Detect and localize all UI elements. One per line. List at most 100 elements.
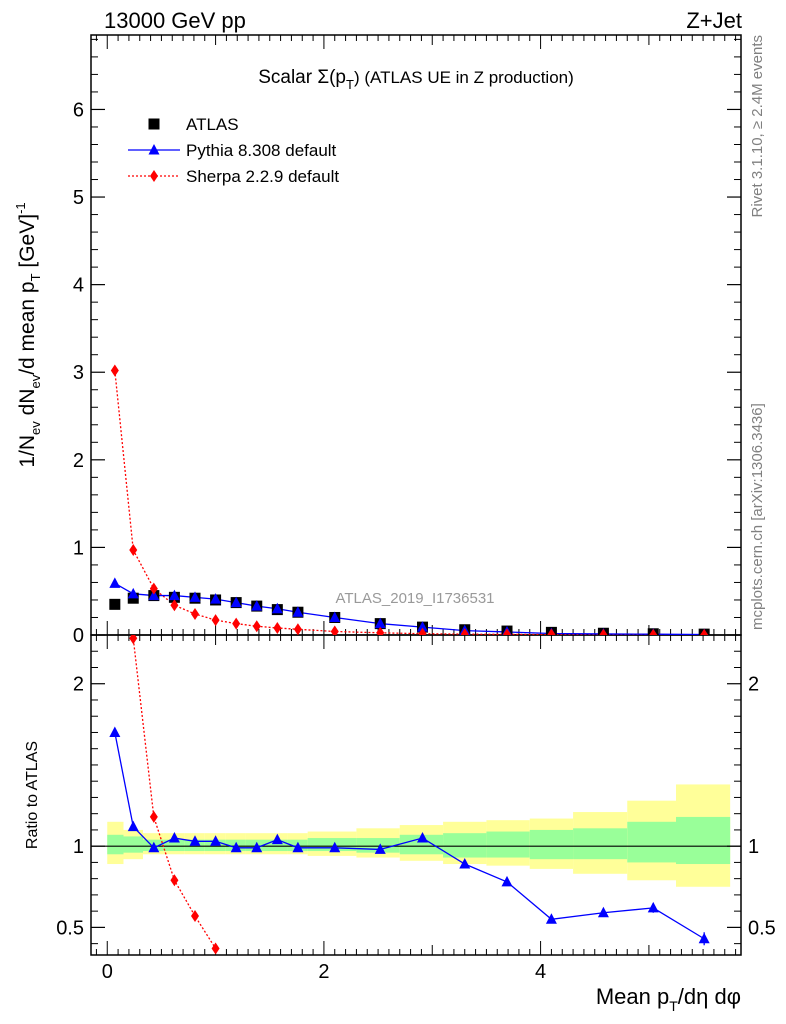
pythia-ratio-point <box>597 906 609 918</box>
ratio-y-axis-label: Ratio to ATLAS <box>24 741 41 849</box>
sherpa-point <box>191 607 199 620</box>
sherpa-point <box>547 628 556 635</box>
main-y-tick-label: 4 <box>73 275 84 297</box>
rivet-version-label: Rivet 3.1.10, ≥ 2.4M events <box>749 35 766 218</box>
pythia-ratio-point <box>148 841 160 853</box>
x-tick-label: 0 <box>102 961 113 983</box>
sherpa-point <box>232 617 241 630</box>
pythia-point <box>292 606 304 617</box>
pythia-point <box>251 600 263 611</box>
main-y-tick-label: 2 <box>73 450 84 472</box>
legend: ATLAS Pythia 8.308 default Sherpa 2.2.9 de… <box>128 115 339 186</box>
pythia-ratio-point <box>251 841 263 853</box>
legend-atlas-marker <box>148 118 160 130</box>
sherpa-point <box>700 628 709 635</box>
main-y-tick-label: 3 <box>73 362 84 384</box>
main-y-tick-label: 5 <box>73 187 84 209</box>
pythia-ratio-point <box>168 832 180 843</box>
pythia-ratio-point <box>459 858 471 869</box>
x-axis-label: Mean pT/dη dφ <box>596 984 741 1014</box>
pythia-point <box>417 621 428 632</box>
sherpa-ratio-point <box>129 635 138 645</box>
x-tick-label: 2 <box>318 961 329 983</box>
ratio-inner-band-bin <box>486 831 530 858</box>
pythia-point <box>109 577 121 588</box>
pythia-ratio-point <box>417 832 428 843</box>
sherpa-point <box>376 626 385 635</box>
ratio-inner-band-bin <box>123 836 143 853</box>
ratio-uncertainty-bands <box>91 784 741 887</box>
pythia-point <box>127 587 139 599</box>
pythia-ratio-point <box>292 841 304 853</box>
pythia-ratio-point <box>271 833 283 845</box>
pythia-point <box>230 596 242 608</box>
pythia-ratio-point <box>189 835 201 846</box>
ratio-series-layer <box>109 635 710 955</box>
legend-pythia-marker <box>148 144 160 155</box>
pythia-point <box>329 611 341 622</box>
legend-atlas-label: ATLAS <box>186 115 239 134</box>
legend-pythia-label: Pythia 8.308 default <box>186 141 337 160</box>
pythia-ratio-point <box>109 726 121 737</box>
pythia-point <box>374 617 386 629</box>
ratio-inner-band-bin <box>573 828 628 860</box>
atlas-data-point <box>109 598 121 610</box>
ratio-inner-band-bin <box>163 839 185 852</box>
header-process-label: Z+Jet <box>686 8 742 33</box>
pythia-point <box>148 589 160 601</box>
sherpa-point <box>211 614 220 627</box>
sherpa-point <box>649 628 658 635</box>
sherpa-point <box>129 544 138 557</box>
main-chart-title: Scalar Σ(pT) (ATLAS UE in Z production) <box>258 67 574 92</box>
sherpa-point <box>330 625 339 635</box>
ratio-inner-band-bin <box>529 829 574 860</box>
ratio-y-tick-label: 2 <box>73 674 84 696</box>
main-axes: 0 1 2 3 4 5 6 <box>73 35 741 647</box>
sherpa-point <box>149 582 158 595</box>
pythia-ratio-point <box>230 841 242 853</box>
header-energy-label: 13000 GeV pp <box>104 8 246 33</box>
ratio-inner-band-bin <box>443 833 487 858</box>
sherpa-point <box>110 364 119 377</box>
legend-sherpa-label: Sherpa 2.2.9 default <box>186 167 339 186</box>
mcplots-reference-label: mcplots.cern.ch [arXiv:1306.3436] <box>749 403 766 630</box>
ratio-inner-band-bin <box>399 834 444 855</box>
ratio-y-tick-label-right: 2 <box>748 674 759 696</box>
main-y-axis-label: 1/Nev dNev/d mean pT [GeV]-1 <box>13 202 43 467</box>
main-y-tick-label: 0 <box>73 625 84 647</box>
ratio-inner-band-bin <box>627 821 676 863</box>
sherpa-ratio-point <box>149 810 158 823</box>
ratio-inner-band-bin <box>107 834 124 855</box>
ratio-y-tick-label-right: 1 <box>748 836 759 858</box>
pythia-ratio-point <box>647 901 659 913</box>
pythia-ratio-point <box>127 820 139 832</box>
ratio-inner-band-bin <box>676 816 731 865</box>
sherpa-point <box>273 621 282 634</box>
x-tick-label: 4 <box>535 961 546 983</box>
sherpa-point <box>503 628 511 635</box>
legend-sherpa-marker <box>150 170 158 182</box>
pythia-ratio-point <box>545 913 557 924</box>
sherpa-point <box>293 623 302 635</box>
sherpa-ratio-point <box>211 942 220 955</box>
pythia-point <box>210 593 222 604</box>
ratio-inner-band-bin <box>266 839 288 852</box>
ratio-plot-frame <box>90 634 742 956</box>
pythia-ratio-point <box>501 875 513 887</box>
sherpa-ratio-point <box>191 910 199 923</box>
sherpa-point <box>460 628 469 635</box>
analysis-watermark: ATLAS_2019_I1736531 <box>335 590 494 607</box>
pythia-point <box>168 589 180 601</box>
sherpa-point <box>418 627 427 635</box>
ratio-axes: 0 2 4 0.5 0.5 1 1 2 2 <box>56 635 776 983</box>
ratio-y-tick-label-right: 0.5 <box>748 917 776 939</box>
ratio-y-tick-label: 1 <box>73 836 84 858</box>
sherpa-ratio-line <box>132 635 217 949</box>
sherpa-point <box>599 628 608 635</box>
pythia-ratio-point <box>374 843 386 854</box>
pythia-point <box>189 591 201 602</box>
pythia-ratio-point <box>698 932 710 944</box>
pythia-point <box>271 602 283 614</box>
pythia-ratio-point <box>329 841 341 853</box>
